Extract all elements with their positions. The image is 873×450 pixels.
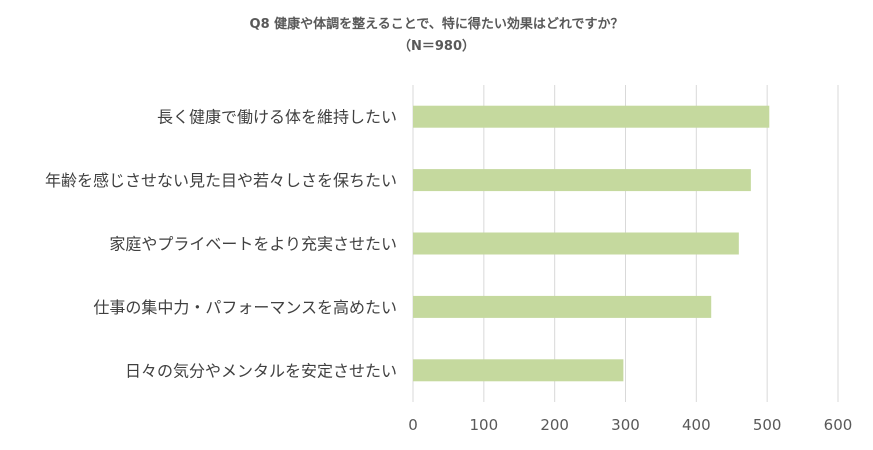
- category-label-5: 日々の気分やメンタルを安定させたい: [125, 361, 397, 380]
- chart-title: Q8 健康や体調を整えることで、特に得たい効果はどれですか？: [249, 17, 624, 32]
- x-tick-label-200: 200: [540, 416, 569, 434]
- category-labels: 長く健康で働ける体を維持したい年齢を感じさせない見た目や若々しさを保ちたい家庭や…: [45, 108, 397, 381]
- gridlines: [412, 85, 839, 402]
- x-tick-labels: 0 100 200 300 400 500 600: [408, 416, 852, 434]
- category-label-1: 長く健康で働ける体を維持したい: [157, 108, 397, 127]
- category-label-3: 家庭やプライベートをより充実させたい: [109, 235, 397, 254]
- chart-title-block: Q8 健康や体調を整えることで、特に得たい効果はどれですか？ （N＝980）: [0, 14, 873, 58]
- x-tick-label-600: 600: [824, 416, 853, 434]
- bar-5: [413, 359, 624, 382]
- x-tick-label-400: 400: [682, 416, 711, 434]
- x-tick-label-300: 300: [611, 416, 640, 434]
- bars: [413, 105, 770, 382]
- category-label-4: 仕事の集中力・パフォーマンスを高めたい: [93, 298, 397, 317]
- x-tick-label-0: 0: [408, 416, 418, 434]
- bar-3: [413, 232, 739, 255]
- bar-1: [413, 105, 770, 128]
- bar-4: [413, 295, 712, 318]
- category-label-2: 年齢を感じさせない見た目や若々しさを保ちたい: [45, 171, 397, 190]
- chart-subtitle: （N＝980）: [397, 39, 476, 54]
- bar-2: [413, 169, 751, 192]
- x-tick-label-500: 500: [753, 416, 782, 434]
- x-tick-label-100: 100: [470, 416, 499, 434]
